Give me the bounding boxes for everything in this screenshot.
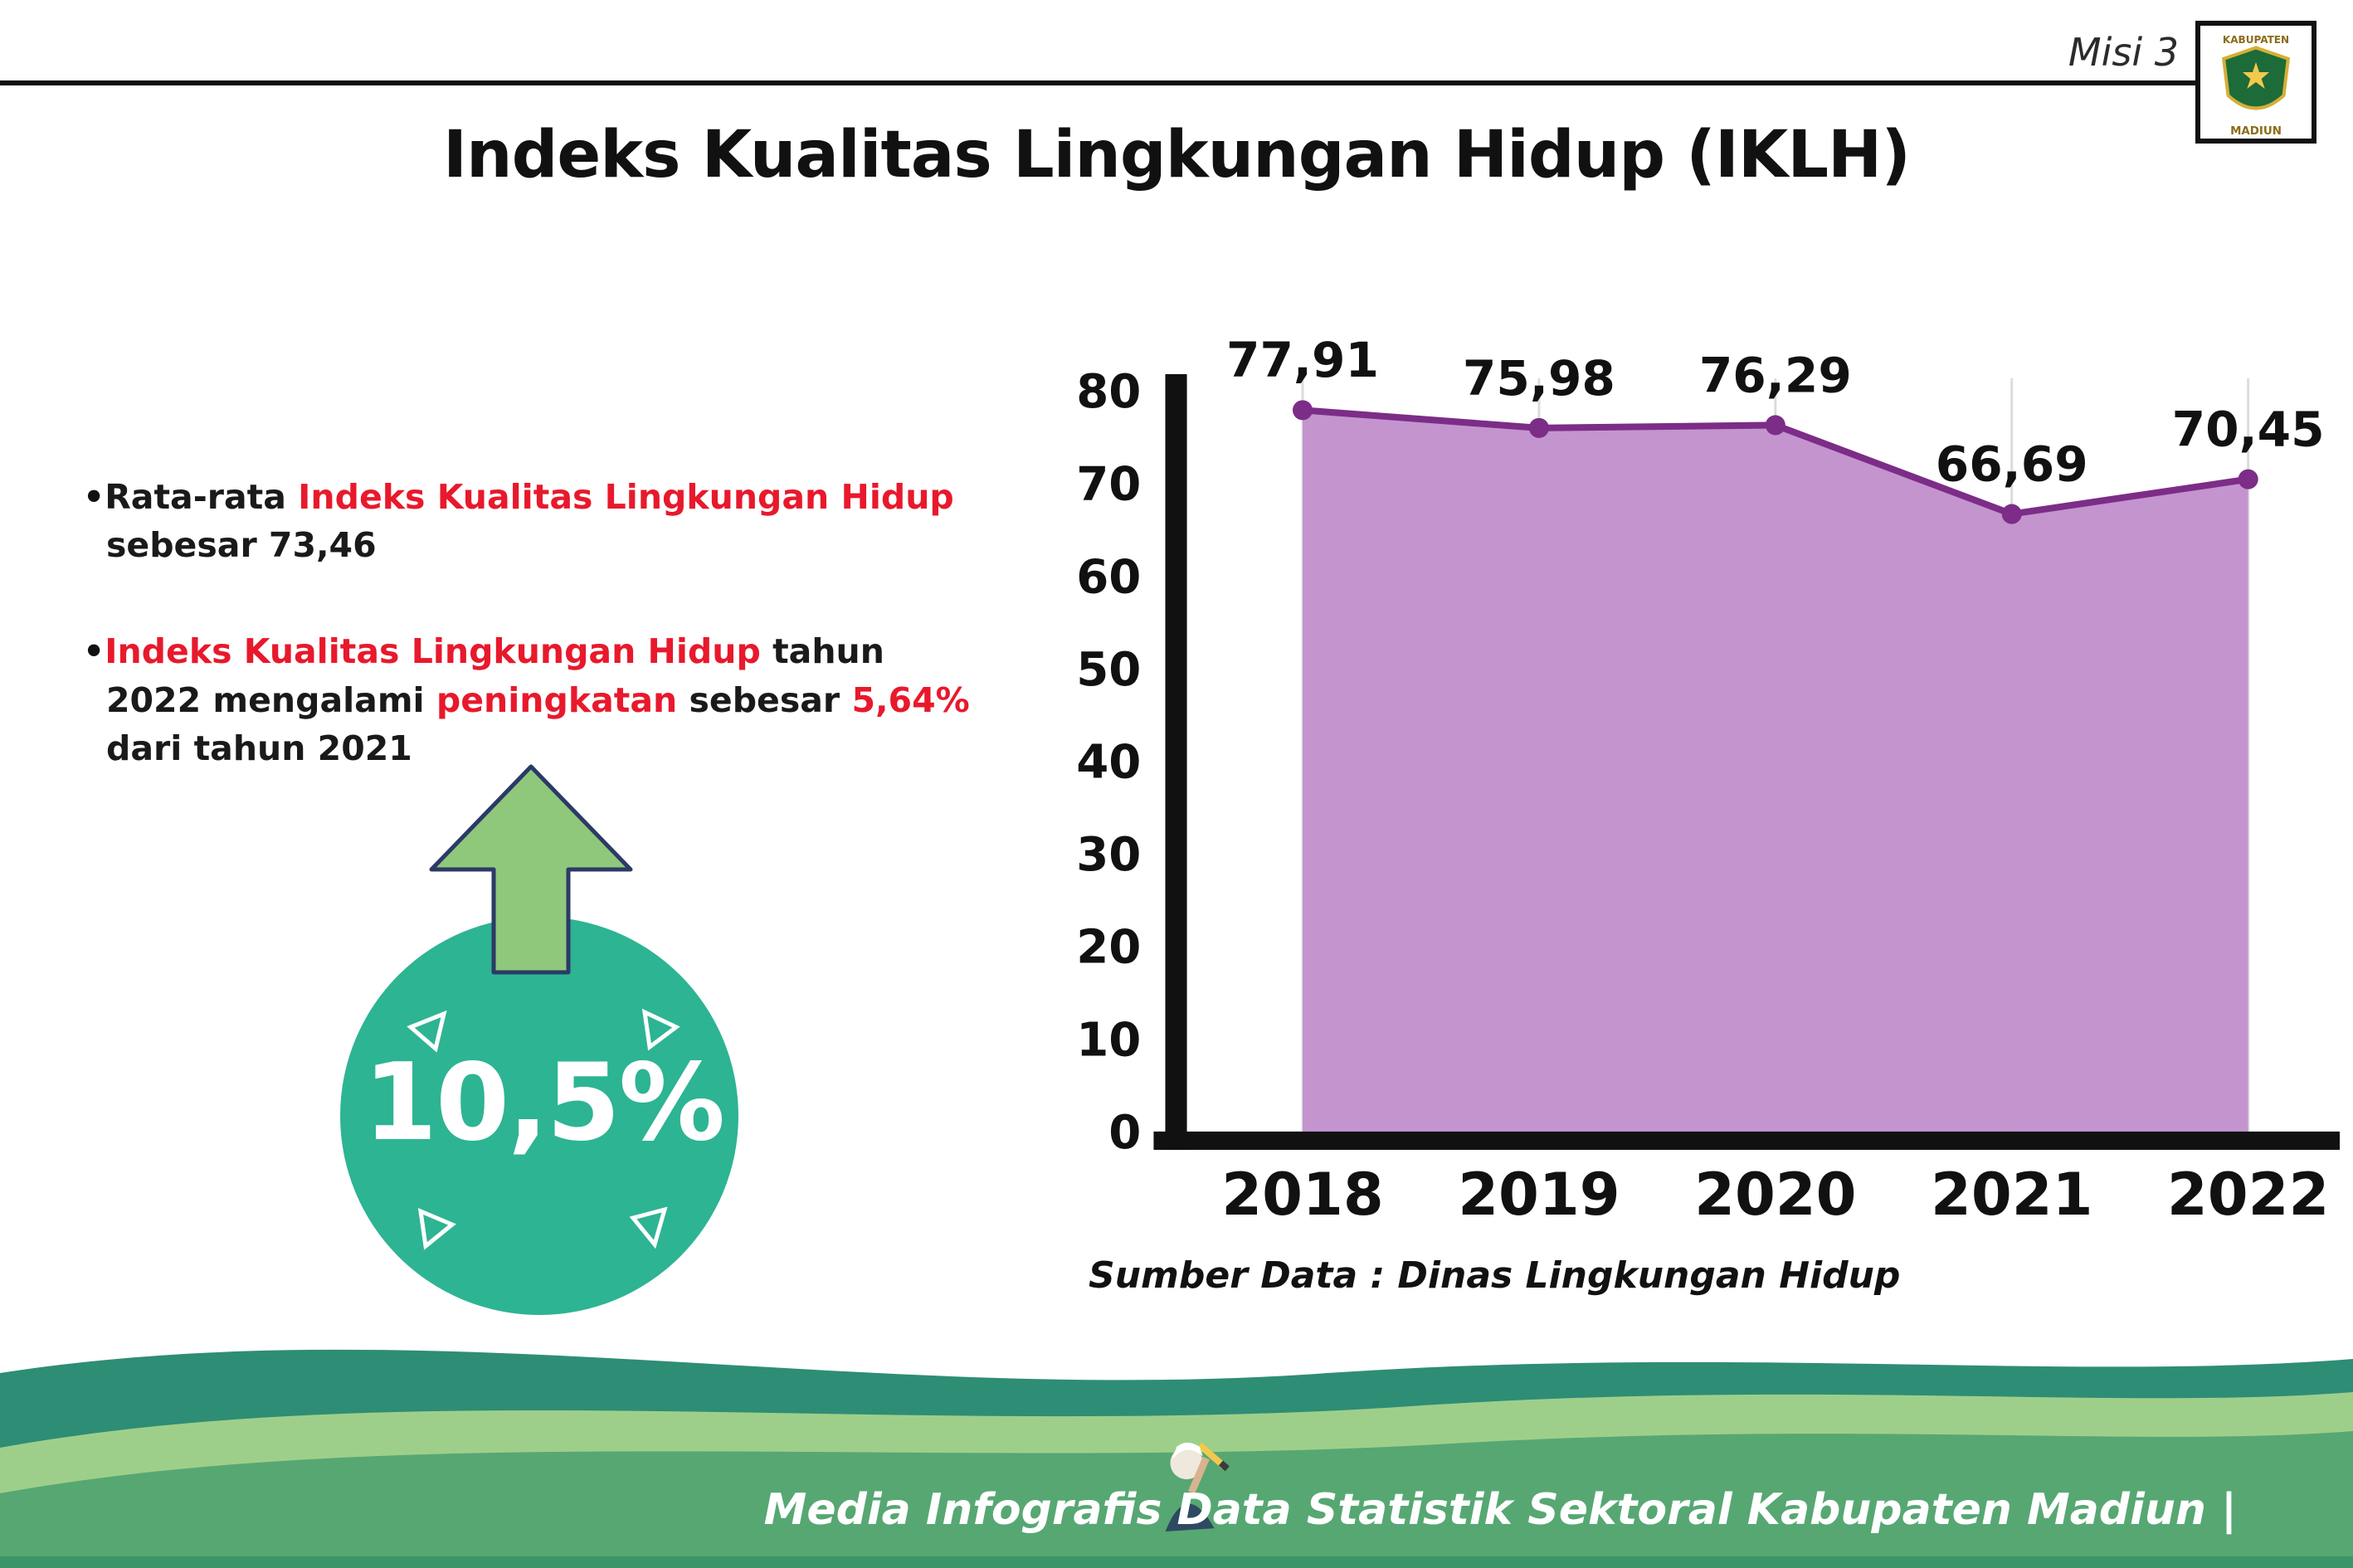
data-point [1292,400,1313,421]
mascot-icon [1152,1435,1235,1533]
increase-badge-graphic [340,764,738,1315]
pencil-tip [1218,1460,1230,1472]
x-tick-label: 2022 [2167,1161,2329,1229]
triangle-decoration [417,1207,456,1250]
value-label: 75,98 [1463,350,1615,407]
area-fill [1303,410,2248,1132]
y-tick-label: 80 [1076,365,1141,419]
y-tick-label: 40 [1076,736,1141,790]
x-tick-label: 2020 [1694,1161,1856,1229]
data-point [2238,469,2258,489]
logo-bottom-text: MADIUN [2230,125,2282,138]
increase-percentage: 10,5% [363,1041,725,1165]
iklh-area-chart: 77,91 75,98 76,29 66,69 70,45 0 10 20 30 40 50 60 70… [1076,332,2340,1229]
header-rule [0,80,2197,85]
mascot-head [1170,1446,1203,1480]
mascot-graphic [1165,1442,1230,1532]
x-tick-label: 2018 [1221,1161,1383,1229]
value-label: 76,29 [1699,347,1852,403]
data-point [2001,504,2022,524]
value-label: 70,45 [2172,401,2325,457]
value-label: 77,91 [1226,332,1379,388]
triangle-decoration [629,1206,668,1249]
up-arrow-icon [429,764,633,975]
x-tick-label: 2021 [1931,1161,2092,1229]
iklh-chart: 77,91 75,98 76,29 66,69 70,45 0 10 20 30 40 50 60 70… [1041,299,2340,1240]
triangle-decoration [641,1008,680,1051]
kabupaten-madiun-logo: KABUPATEN MADIUN [2195,21,2316,144]
misi-label: Misi 3 [2068,30,2179,75]
y-tick-label: 70 [1076,458,1141,512]
page-title: Indeks Kualitas Lingkungan Hidup (IKLH) [443,118,1911,192]
y-tick-label: 50 [1076,643,1141,697]
y-tick-label: 60 [1076,550,1141,604]
data-point [1765,415,1785,436]
x-axis [1153,1131,2340,1150]
mascot-arm [1187,1456,1210,1494]
footer-credit: Media Infografis Data Statistik Sektoral… [763,1485,2237,1535]
wave-bottom-strip [0,1556,2353,1568]
mascot-body [1165,1503,1215,1532]
y-tick-label: 30 [1076,828,1141,882]
pencil-icon [1197,1442,1226,1469]
y-tick-label: 0 [1108,1106,1141,1160]
increase-badge [319,759,767,1332]
triangle-decoration [407,1010,447,1053]
bullet-item: •Indeks Kualitas Lingkungan Hidup tahun … [83,631,970,768]
y-axis [1165,373,1187,1150]
logo-top-text: KABUPATEN [2223,34,2289,46]
value-label: 66,69 [1936,436,2088,492]
bullet-item: •Rata-rata Indeks Kualitas Lingkungan Hi… [83,477,954,566]
y-tick-label: 10 [1076,1013,1141,1067]
wave-main-green [0,1431,2353,1568]
insight-bullets: •Rata-rata Indeks Kualitas Lingkungan Hi… [83,473,979,830]
data-source: Sumber Data : Dinas Lingkungan Hidup [1089,1254,1901,1297]
logo-emblem-icon: KABUPATEN MADIUN [2221,34,2291,138]
data-point [1528,417,1549,438]
x-tick-label: 2019 [1458,1161,1620,1229]
logo-star-icon [2242,61,2270,90]
mascot-hair [1172,1442,1203,1460]
y-tick-label: 20 [1076,921,1141,975]
